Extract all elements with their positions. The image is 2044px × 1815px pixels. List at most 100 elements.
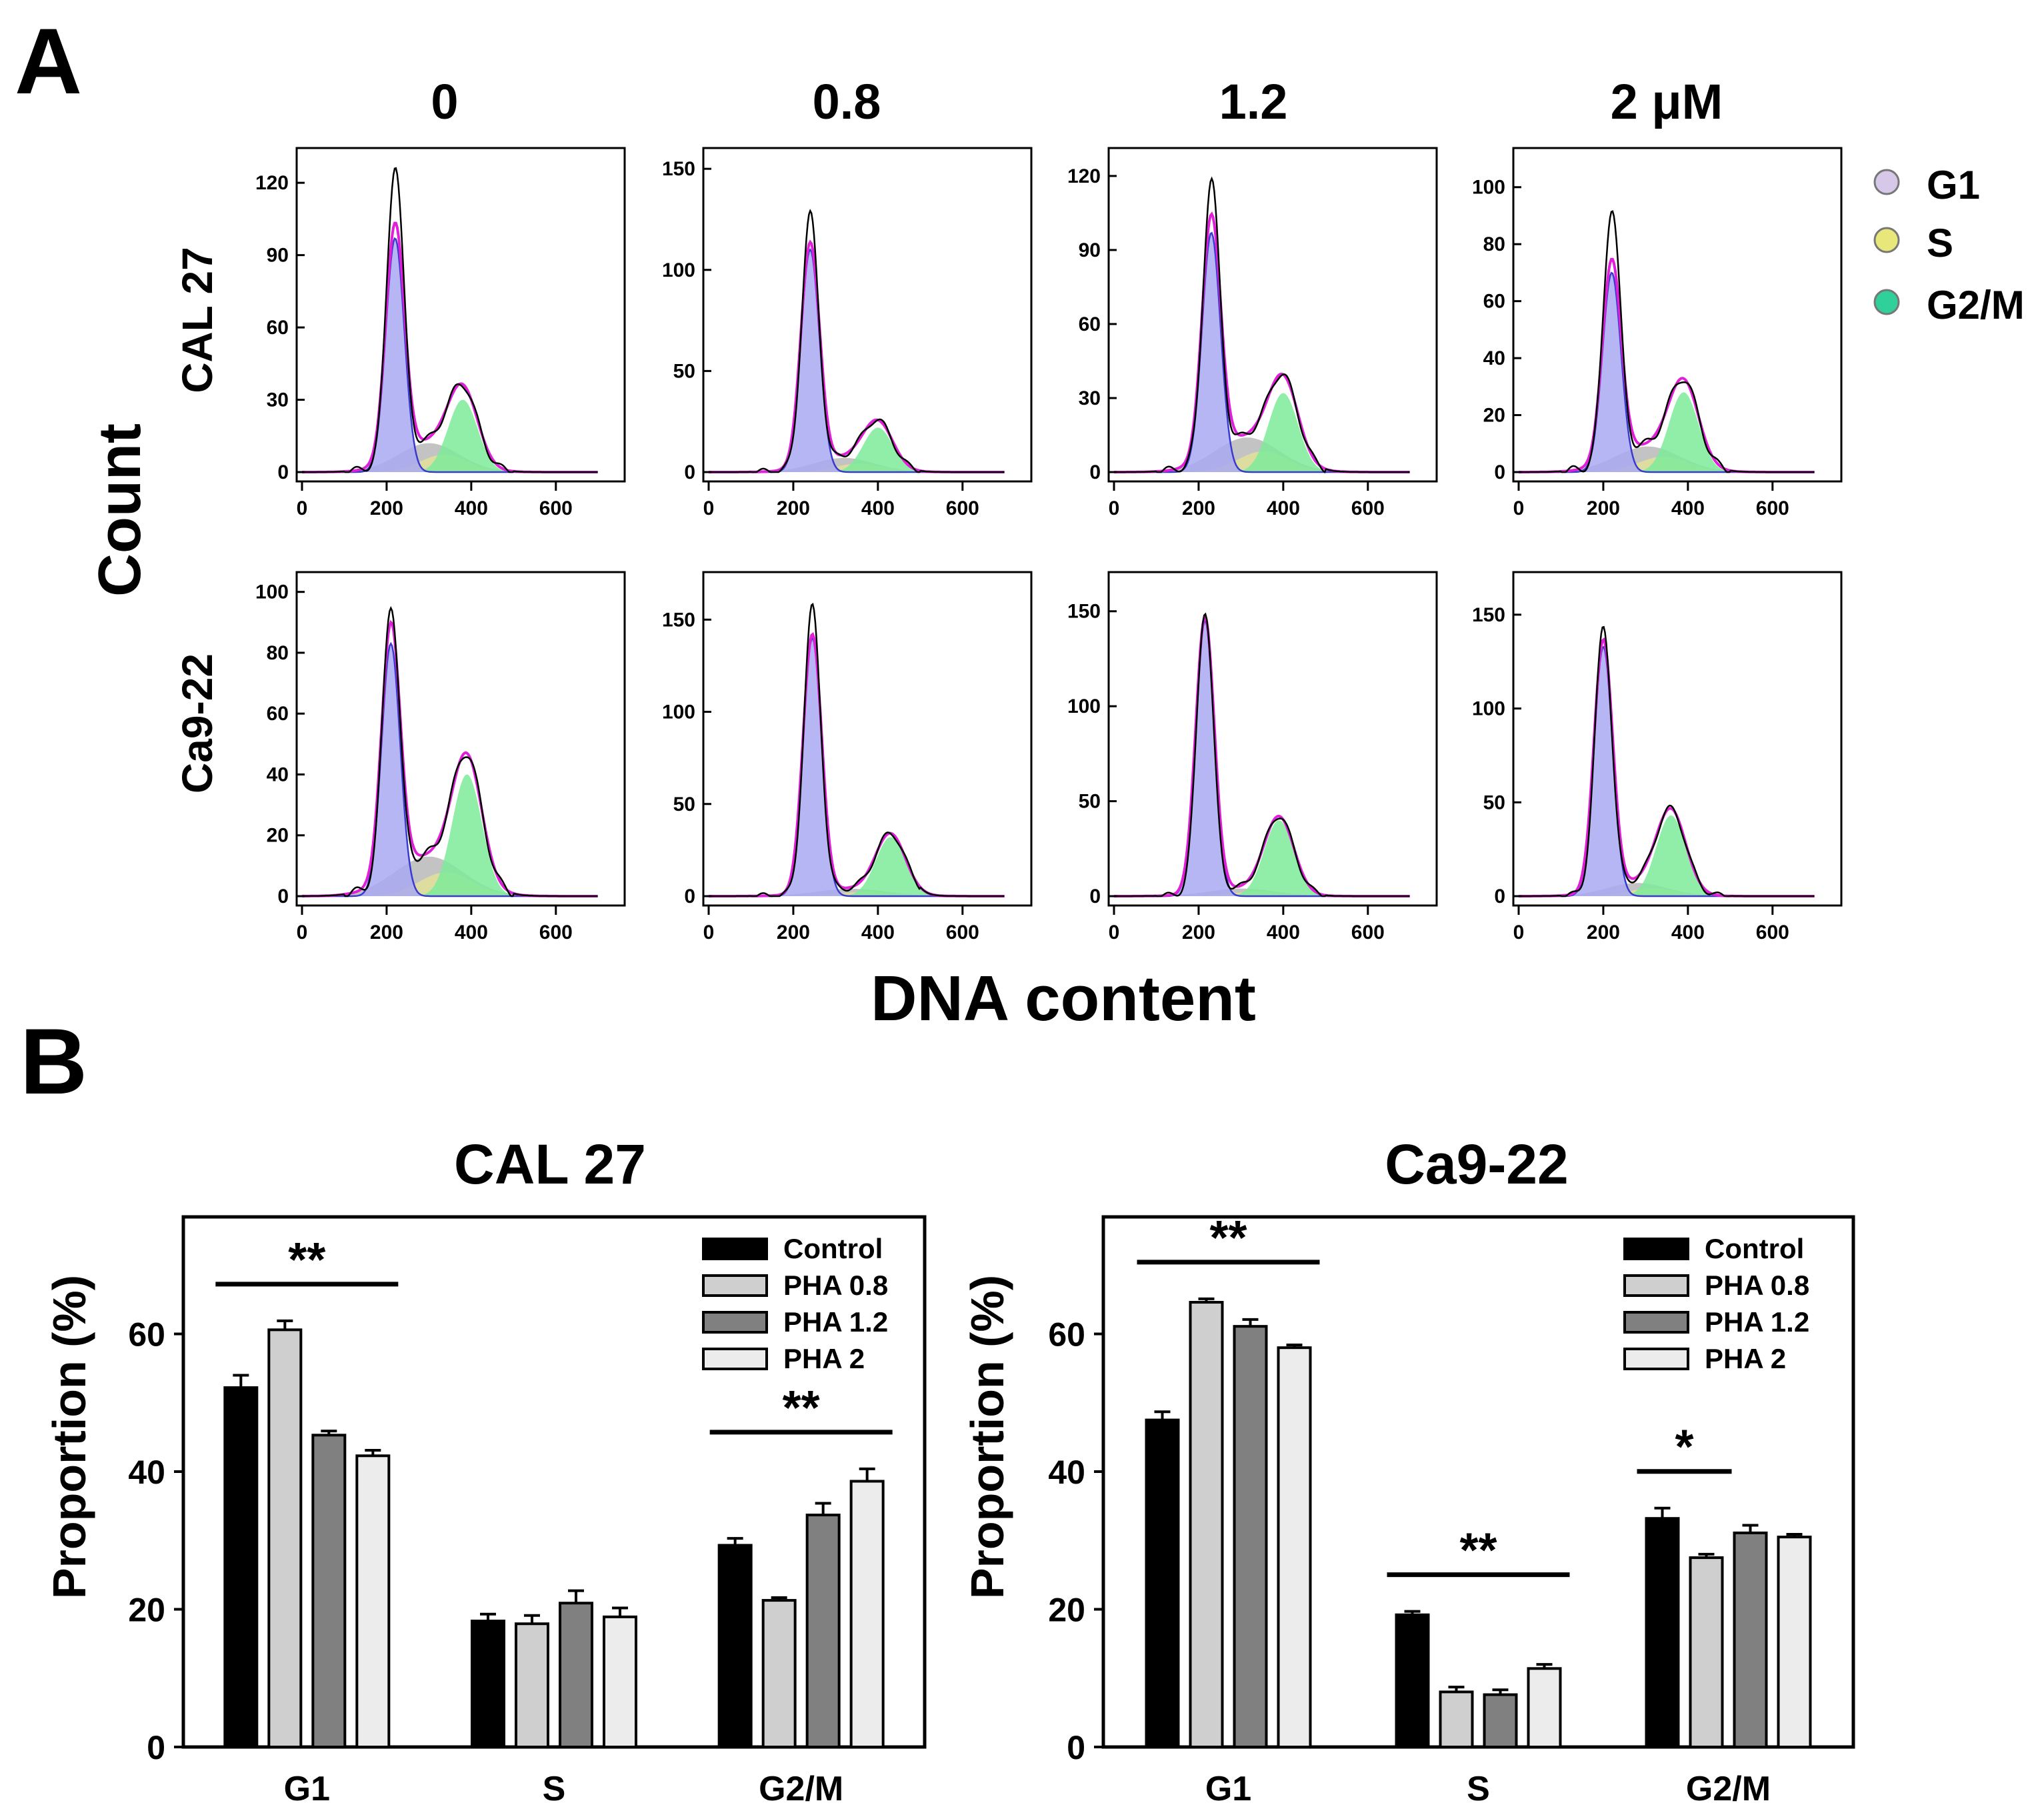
bar-chart-ylabel-cal27: Proportion (%) (43, 1275, 95, 1599)
x-tick-label: 400 (455, 497, 488, 519)
bar (805, 1514, 841, 1748)
legend-s-label: S (1927, 221, 1953, 265)
category-label: G2/M (1686, 1770, 1771, 1808)
y-tick-label: 40 (1483, 347, 1505, 369)
bar (1689, 1556, 1724, 1749)
category-label: S (543, 1770, 566, 1808)
raw-data-line (1114, 612, 1410, 897)
bar (1233, 1325, 1268, 1748)
x-tick-label: 400 (1671, 922, 1705, 944)
category-label: G1 (284, 1770, 330, 1808)
x-tick-label: 0 (1513, 497, 1525, 519)
category-label: G2/M (759, 1770, 843, 1808)
y-tick-label: 0 (1494, 885, 1505, 908)
bar-chart-ylabel-ca922: Proportion (%) (961, 1275, 1013, 1599)
bar (355, 1454, 391, 1748)
raw-data-line (1114, 176, 1410, 473)
y-tick-label: 60 (1483, 291, 1505, 313)
x-tick-label: 600 (946, 922, 979, 944)
g1-area (709, 638, 1005, 896)
bar (717, 1544, 753, 1749)
model-fit-line (1114, 614, 1410, 897)
significance-label: ** (1459, 1524, 1497, 1578)
panel-a-letter: A (15, 9, 82, 113)
x-tick-label: 0 (1513, 922, 1525, 944)
legend-swatch (702, 1348, 768, 1370)
x-tick-label: 200 (370, 922, 403, 944)
histogram-panel: 0 50 100 150 0 200 400 600 (1472, 571, 1843, 944)
concentration-label-3: 2 μM (1611, 74, 1723, 129)
cell-line-label-ca922: Ca9-22 (173, 653, 221, 793)
g2m-area (1519, 392, 1815, 472)
bar (1733, 1531, 1768, 1748)
histogram-panel: 0 20 40 60 80 100 0 200 400 600 (255, 571, 626, 944)
x-tick-label: 600 (1351, 497, 1385, 519)
x-tick-label: 200 (1182, 497, 1215, 519)
y-tick-label: 60 (128, 1316, 165, 1354)
histogram-frame (295, 571, 626, 907)
legend-swatch (1623, 1274, 1689, 1297)
raw-data-line (709, 209, 1005, 473)
x-tick-label: 200 (1587, 922, 1620, 944)
y-tick-label: 50 (673, 360, 695, 382)
model-fit-line (1114, 211, 1410, 473)
y-tick-label: 0 (1089, 461, 1101, 483)
bar (1145, 1418, 1180, 1748)
legend-label: PHA 0.8 (1705, 1270, 1809, 1301)
bar-chart-frame (181, 1215, 927, 1749)
bar-chart-title-ca922: Ca9-22 (1385, 1133, 1569, 1196)
y-tick-label: 80 (1483, 233, 1505, 255)
y-tick-label: 20 (267, 825, 289, 847)
bar (761, 1599, 797, 1749)
y-tick-label: 30 (1079, 387, 1101, 409)
y-tick-label: 60 (267, 703, 289, 725)
g1-fit-line (709, 248, 1005, 473)
histogram-frame (1107, 147, 1438, 483)
g2m-area (302, 774, 599, 896)
g2m-area (1114, 820, 1411, 896)
bar (1527, 1667, 1562, 1748)
histogram-frame (702, 147, 1033, 483)
legend-label: Control (783, 1233, 883, 1264)
x-tick-label: 600 (946, 497, 979, 519)
g2m-area (302, 399, 599, 472)
y-tick-label: 150 (662, 158, 695, 180)
model-fit-line (709, 239, 1005, 473)
x-tick-label: 600 (539, 497, 573, 519)
bar (515, 1622, 549, 1748)
x-tick-label: 200 (777, 922, 810, 944)
y-tick-label: 90 (1079, 239, 1101, 261)
y-tick-label: 0 (147, 1729, 165, 1766)
bar (1439, 1690, 1474, 1748)
legend-s-swatch (1873, 227, 1900, 253)
g2m-area (709, 837, 1005, 896)
histogram-panel: 0 20 40 60 80 100 0 200 400 600 (1472, 147, 1843, 519)
histogram-frame (1512, 571, 1843, 907)
histogram-panel: 0 30 60 90 120 0 200 400 600 (1067, 147, 1438, 519)
x-tick-label: 600 (1351, 922, 1385, 944)
x-tick-label: 200 (777, 497, 810, 519)
concentration-label-1: 0.8 (813, 74, 881, 129)
bar (223, 1386, 259, 1749)
g2m-area (1114, 393, 1411, 472)
histogram-panel: 0 50 100 150 0 200 400 600 (1067, 571, 1438, 944)
bar-chart-cal27: CAL 27 Proportion (%) 0 20 40 60 G1 S G2/M ** **… (43, 1133, 927, 1808)
y-tick-label: 120 (255, 172, 289, 194)
y-tick-label: 100 (662, 701, 695, 723)
bar (1189, 1301, 1224, 1748)
histogram-frame (1512, 147, 1843, 483)
raw-data-line (1519, 210, 1815, 473)
g1-area (1114, 233, 1411, 472)
y-tick-label: 0 (684, 885, 695, 908)
significance-label: ** (1209, 1212, 1247, 1265)
concentration-label-0: 0 (431, 74, 458, 129)
y-tick-label: 60 (1048, 1316, 1085, 1354)
g1-fit-line (1114, 231, 1410, 473)
x-tick-label: 600 (1756, 497, 1789, 519)
phase-legend: G1 S G2/M (1873, 163, 2025, 327)
histogram-panel: 0 30 60 90 120 0 200 400 600 (255, 147, 626, 519)
